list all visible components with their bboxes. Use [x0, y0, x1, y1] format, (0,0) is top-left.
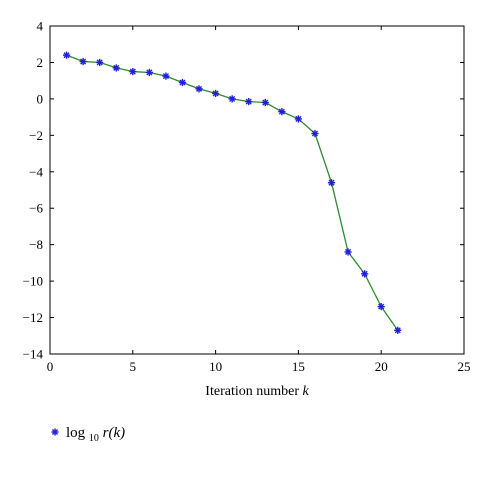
y-axis-ticks: 4 2 0 −2 −4 −6 −8 −10 −12 −14 [23, 19, 464, 362]
plot-area-frame [49, 25, 465, 355]
x-tick-label: 25 [458, 359, 471, 374]
data-point [311, 129, 319, 138]
data-point [278, 108, 286, 116]
y-tick-label: 2 [37, 55, 44, 70]
data-point [228, 95, 236, 103]
legend-subscript: 10 [89, 433, 99, 444]
data-point [162, 72, 170, 80]
data-point [112, 64, 120, 72]
data-point [212, 89, 220, 98]
data-point [79, 57, 87, 66]
y-tick-label: −8 [29, 237, 43, 252]
legend-log: log [66, 425, 86, 441]
y-tick-label: −2 [29, 128, 43, 143]
x-tick-label: 5 [130, 359, 137, 374]
legend-entry: log 10 r(k) [66, 425, 125, 445]
data-point [394, 326, 402, 334]
x-axis-label-text: Iteration number [205, 384, 299, 399]
data-point [96, 58, 104, 67]
y-tick-label: −14 [23, 347, 44, 362]
data-point [294, 115, 302, 123]
y-tick-label: −4 [29, 164, 43, 179]
data-point [327, 179, 336, 187]
data-point [145, 68, 153, 77]
data-point [344, 248, 352, 256]
y-tick-label: −10 [23, 274, 43, 289]
y-tick-label: −6 [29, 201, 43, 216]
series-layer [62, 51, 402, 334]
data-point [62, 51, 71, 59]
y-tick-label: 4 [37, 19, 44, 34]
data-point [261, 98, 269, 107]
y-tick-label: −12 [23, 310, 43, 325]
data-point [245, 98, 253, 106]
x-tick-label: 15 [292, 359, 305, 374]
legend-marker-star-icon [51, 428, 59, 436]
x-axis-label-variable: k [302, 384, 309, 399]
data-point [129, 67, 137, 76]
x-axis-ticks: 0 5 10 15 20 25 [47, 26, 471, 374]
data-point [178, 78, 187, 87]
data-point [377, 303, 385, 311]
x-axis-label: Iteration number k [205, 384, 309, 399]
x-tick-label: 0 [47, 359, 54, 374]
data-point [361, 270, 369, 278]
legend-star [51, 428, 59, 436]
y-tick-label: 0 [37, 91, 44, 106]
data-point [195, 85, 203, 93]
legend: log 10 r(k) [51, 425, 125, 445]
x-tick-label: 20 [375, 359, 388, 374]
x-tick-label: 10 [209, 359, 222, 374]
legend-suffix: r(k) [103, 425, 126, 441]
